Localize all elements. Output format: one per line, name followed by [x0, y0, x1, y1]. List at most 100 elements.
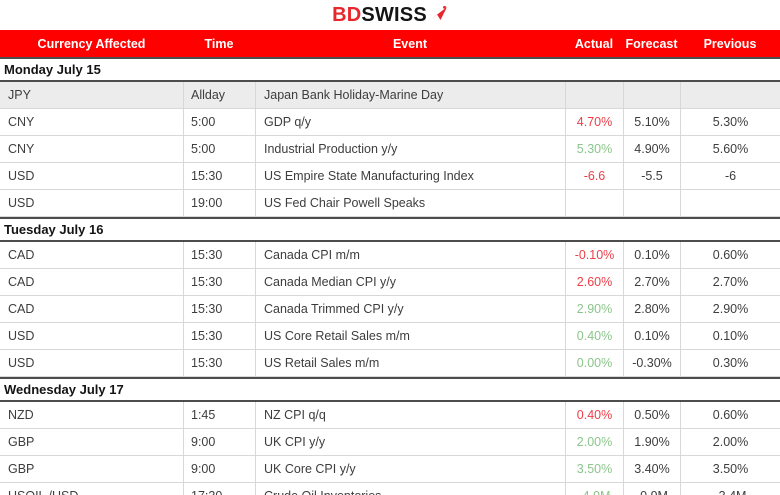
previous-cell — [680, 190, 780, 216]
event-cell: Japan Bank Holiday-Marine Day — [255, 82, 565, 108]
previous-cell: 0.30% — [680, 350, 780, 376]
table-row: CAD 15:30 Canada Trimmed CPI y/y 2.90% 2… — [0, 296, 780, 323]
event-cell: GDP q/y — [255, 109, 565, 135]
actual-cell: 2.90% — [565, 296, 623, 322]
actual-cell: 3.50% — [565, 456, 623, 482]
actual-cell: 2.00% — [565, 429, 623, 455]
currency-cell: CAD — [8, 248, 35, 262]
currency-cell: CAD — [8, 275, 35, 289]
event-cell: Industrial Production y/y — [255, 136, 565, 162]
previous-cell: 0.10% — [680, 323, 780, 349]
event-cell: Canada CPI m/m — [255, 242, 565, 268]
time-cell: 15:30 — [183, 163, 255, 189]
event-cell: US Empire State Manufacturing Index — [255, 163, 565, 189]
time-cell: 17:30 — [183, 483, 255, 495]
forecast-cell: 5.10% — [623, 109, 680, 135]
forecast-cell: 1.90% — [623, 429, 680, 455]
time-cell: 15:30 — [183, 269, 255, 295]
event-cell: NZ CPI q/q — [255, 402, 565, 428]
actual-cell: 2.60% — [565, 269, 623, 295]
table-row: USD 15:30 US Empire State Manufacturing … — [0, 163, 780, 190]
actual-cell — [565, 82, 623, 108]
time-cell: 15:30 — [183, 350, 255, 376]
time-cell: Allday — [183, 82, 255, 108]
previous-cell: 3.50% — [680, 456, 780, 482]
table-row: USD 15:30 US Core Retail Sales m/m 0.40%… — [0, 323, 780, 350]
previous-cell: 0.60% — [680, 242, 780, 268]
table-row: CNY 5:00 GDP q/y 4.70% 5.10% 5.30% — [0, 109, 780, 136]
table-row: NZD 1:45 NZ CPI q/q 0.40% 0.50% 0.60% — [0, 402, 780, 429]
event-cell: US Retail Sales m/m — [255, 350, 565, 376]
time-cell: 5:00 — [183, 109, 255, 135]
forecast-cell: 0.10% — [623, 323, 680, 349]
forecast-cell: 2.70% — [623, 269, 680, 295]
header-time: Time — [204, 36, 234, 51]
header-event: Event — [392, 36, 428, 51]
bdswiss-logo: BD SWISS — [332, 5, 448, 25]
table-row: CAD 15:30 Canada CPI m/m -0.10% 0.10% 0.… — [0, 242, 780, 269]
actual-cell: 0.40% — [565, 402, 623, 428]
previous-cell: 2.00% — [680, 429, 780, 455]
currency-cell: CAD — [8, 302, 35, 316]
table-row: USOIL /USD 17:30 Crude Oil Inventories -… — [0, 483, 780, 495]
actual-cell: 0.40% — [565, 323, 623, 349]
logo-swiss-text: SWISS — [361, 4, 427, 26]
time-cell: 19:00 — [183, 190, 255, 216]
currency-cell: CNY — [8, 142, 35, 156]
bdswiss-pennant-icon — [429, 5, 447, 20]
forecast-cell: 3.40% — [623, 456, 680, 482]
previous-cell: 2.70% — [680, 269, 780, 295]
event-cell: US Fed Chair Powell Speaks — [255, 190, 565, 216]
event-cell: UK Core CPI y/y — [255, 456, 565, 482]
currency-cell: USOIL /USD — [0, 483, 183, 495]
time-cell: 9:00 — [183, 429, 255, 455]
time-cell: 15:30 — [183, 242, 255, 268]
previous-cell: 2.90% — [680, 296, 780, 322]
table-header-row: Currency Affected Time Event Actual Fore… — [0, 30, 780, 57]
event-cell: Crude Oil Inventories — [255, 483, 565, 495]
currency-cell: JPY — [8, 88, 31, 102]
previous-cell: 5.30% — [680, 109, 780, 135]
currency-cell: USD — [8, 356, 35, 370]
header-actual: Actual — [574, 36, 614, 51]
day-header-tuesday: Tuesday July 16 — [0, 217, 780, 242]
day-header-monday: Monday July 15 — [0, 57, 780, 82]
currency-cell: USD — [8, 169, 35, 183]
actual-cell: 5.30% — [565, 136, 623, 162]
time-cell: 5:00 — [183, 136, 255, 162]
previous-cell: 0.60% — [680, 402, 780, 428]
table-row: CNY 5:00 Industrial Production y/y 5.30%… — [0, 136, 780, 163]
header-forecast: Forecast — [625, 36, 678, 51]
event-cell: UK CPI y/y — [255, 429, 565, 455]
logo-bd-text: BD — [332, 4, 362, 26]
forecast-cell — [623, 190, 680, 216]
time-cell: 15:30 — [183, 323, 255, 349]
table-row: USD 15:30 US Retail Sales m/m 0.00% -0.3… — [0, 350, 780, 377]
table-row: JPY Allday Japan Bank Holiday-Marine Day — [0, 82, 780, 109]
forecast-cell: 0.50% — [623, 402, 680, 428]
currency-cell: NZD — [8, 408, 34, 422]
day-header-wednesday: Wednesday July 17 — [0, 377, 780, 402]
forecast-cell: 0.10% — [623, 242, 680, 268]
actual-cell: -0.10% — [565, 242, 623, 268]
time-cell: 9:00 — [183, 456, 255, 482]
currency-cell: GBP — [8, 462, 35, 476]
event-cell: US Core Retail Sales m/m — [255, 323, 565, 349]
previous-cell: 5.60% — [680, 136, 780, 162]
currency-cell: GBP — [8, 435, 35, 449]
previous-cell: -6 — [680, 163, 780, 189]
event-cell: Canada Trimmed CPI y/y — [255, 296, 565, 322]
table-row: CAD 15:30 Canada Median CPI y/y 2.60% 2.… — [0, 269, 780, 296]
currency-cell: USD — [8, 329, 35, 343]
forecast-cell: 4.90% — [623, 136, 680, 162]
logo-bar: BD SWISS — [0, 0, 780, 30]
forecast-cell: -0.30% — [623, 350, 680, 376]
actual-cell: -6.6 — [565, 163, 623, 189]
event-cell: Canada Median CPI y/y — [255, 269, 565, 295]
previous-cell — [680, 82, 780, 108]
currency-cell: CNY — [8, 115, 35, 129]
table-row: GBP 9:00 UK Core CPI y/y 3.50% 3.40% 3.5… — [0, 456, 780, 483]
header-previous: Previous — [703, 36, 757, 51]
currency-cell: USD — [8, 196, 35, 210]
forecast-cell: -0.9M — [623, 483, 680, 495]
